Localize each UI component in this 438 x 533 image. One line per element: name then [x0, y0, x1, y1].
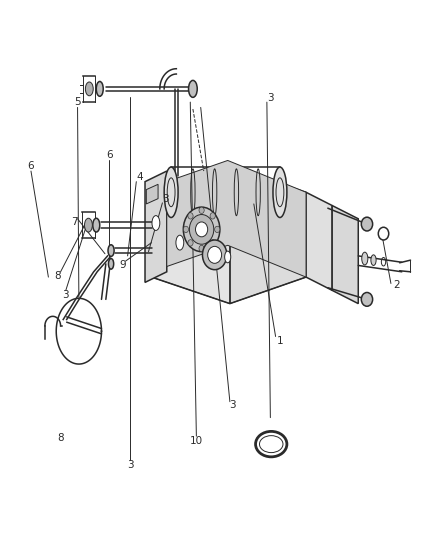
Polygon shape — [230, 192, 306, 304]
Polygon shape — [145, 171, 167, 282]
Circle shape — [184, 207, 220, 252]
Text: 8: 8 — [57, 433, 64, 443]
Circle shape — [361, 293, 373, 306]
Circle shape — [188, 213, 193, 219]
Text: 6: 6 — [106, 150, 113, 160]
Circle shape — [361, 217, 373, 231]
Text: 6: 6 — [28, 161, 34, 171]
Ellipse shape — [85, 218, 92, 232]
Ellipse shape — [176, 235, 184, 250]
Circle shape — [215, 226, 220, 232]
Text: 5: 5 — [74, 97, 81, 107]
Text: 3: 3 — [162, 194, 169, 204]
Ellipse shape — [273, 167, 287, 217]
Circle shape — [195, 222, 208, 237]
Circle shape — [210, 240, 215, 246]
Text: 9: 9 — [119, 260, 126, 270]
Ellipse shape — [96, 82, 103, 96]
Text: 4: 4 — [137, 172, 143, 182]
Text: 3: 3 — [63, 289, 69, 300]
Circle shape — [210, 213, 215, 219]
Polygon shape — [332, 206, 358, 304]
Text: 3: 3 — [230, 400, 236, 410]
Polygon shape — [146, 184, 158, 204]
Polygon shape — [152, 166, 306, 219]
Circle shape — [202, 240, 227, 270]
Text: 3: 3 — [267, 93, 274, 103]
Polygon shape — [306, 192, 332, 290]
Ellipse shape — [93, 218, 100, 232]
Text: 8: 8 — [55, 271, 61, 280]
Ellipse shape — [225, 251, 231, 263]
Circle shape — [378, 227, 389, 240]
Text: 2: 2 — [393, 280, 400, 290]
Circle shape — [199, 245, 204, 252]
Ellipse shape — [188, 80, 197, 98]
Circle shape — [184, 226, 188, 232]
Circle shape — [208, 246, 222, 263]
Circle shape — [189, 215, 214, 244]
Ellipse shape — [108, 245, 114, 256]
Ellipse shape — [371, 255, 376, 265]
Ellipse shape — [109, 259, 114, 269]
Text: 7: 7 — [71, 217, 78, 227]
Ellipse shape — [85, 82, 93, 96]
Polygon shape — [152, 192, 230, 304]
Ellipse shape — [362, 252, 368, 265]
Text: 3: 3 — [127, 460, 134, 470]
Ellipse shape — [164, 167, 178, 217]
Polygon shape — [167, 160, 306, 277]
Ellipse shape — [152, 216, 160, 230]
Circle shape — [199, 207, 204, 214]
Text: 1: 1 — [277, 336, 283, 346]
Text: 10: 10 — [190, 437, 203, 447]
Circle shape — [188, 240, 193, 246]
